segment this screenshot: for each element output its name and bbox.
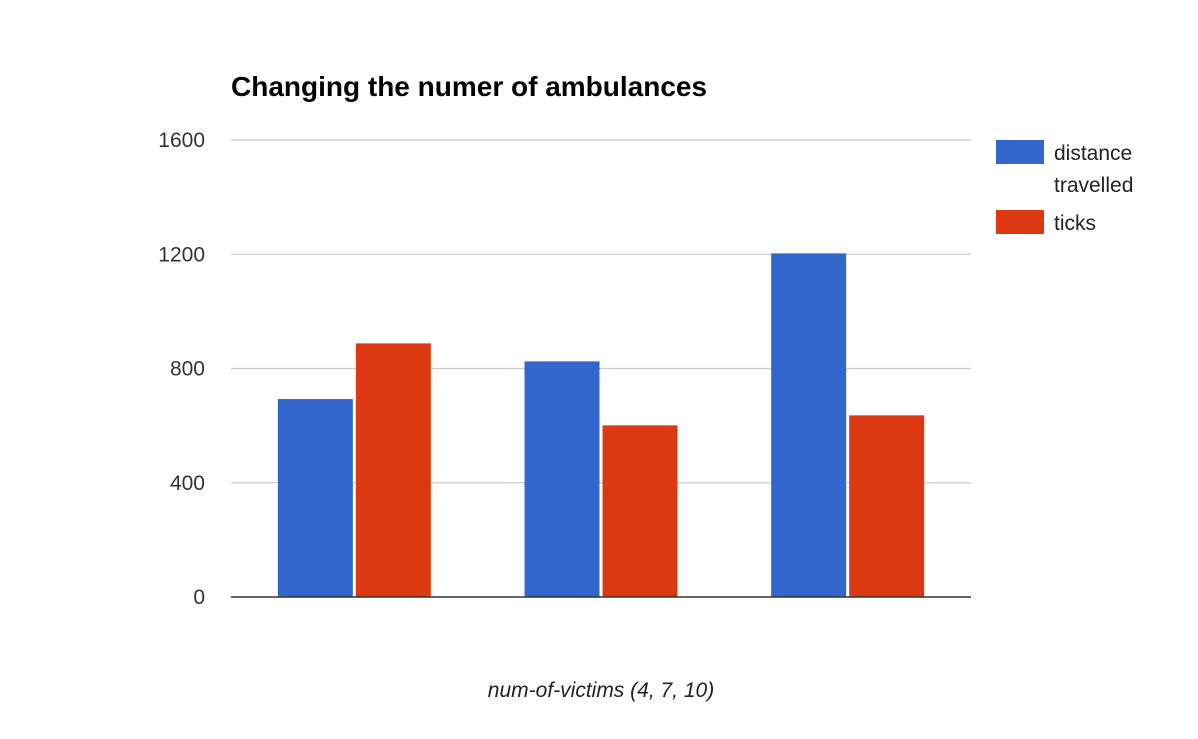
y-tick-label: 400	[170, 472, 205, 495]
bar-ticks	[355, 343, 431, 597]
legend-label-line: travelled	[1054, 174, 1133, 197]
bar-distance-travelled	[277, 399, 353, 597]
y-tick-label: 800	[170, 358, 205, 381]
chart-title: Changing the numer of ambulances	[231, 71, 707, 102]
gridlines	[231, 139, 971, 484]
bars	[277, 253, 925, 597]
bar-distance-travelled	[524, 361, 600, 597]
legend-swatch	[996, 210, 1044, 234]
legend-label-line: ticks	[1054, 212, 1096, 235]
x-axis-label: num-of-victims (4, 7, 10)	[488, 679, 714, 702]
y-tick-label: 1600	[158, 129, 205, 152]
bar-ticks	[602, 425, 678, 597]
y-axis-tick-labels: 0 400 800 1200 1600	[158, 129, 205, 609]
y-tick-label: 1200	[158, 243, 205, 266]
bar-distance-travelled	[771, 253, 847, 597]
bar-ticks	[849, 415, 925, 597]
y-tick-label: 0	[193, 586, 205, 609]
legend-label: distance travelled	[1054, 142, 1133, 197]
legend-label-line: distance	[1054, 142, 1132, 165]
legend-label: ticks	[1054, 212, 1096, 235]
legend: distance travelled ticks	[996, 140, 1133, 235]
legend-swatch	[996, 140, 1044, 164]
